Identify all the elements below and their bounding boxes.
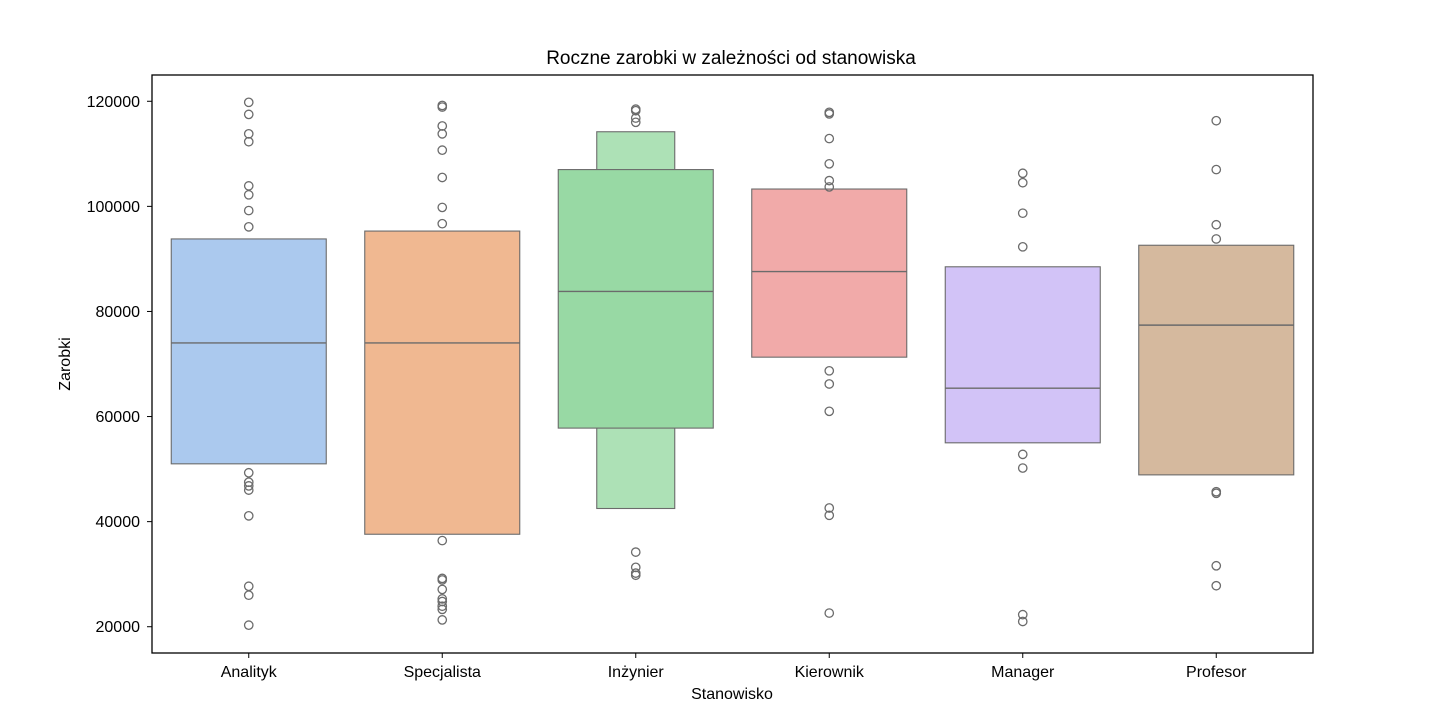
x-tick-label: Profesor (1186, 664, 1247, 681)
outlier-point (243, 189, 254, 200)
outlier-point (1211, 219, 1222, 230)
x-tick-label: Manager (991, 664, 1055, 681)
outlier-point (437, 102, 448, 112)
outlier-point (1017, 177, 1028, 188)
outlier-point (1017, 609, 1028, 620)
outlier-point (824, 182, 835, 192)
outlier-point (1211, 115, 1222, 126)
outlier-point (1211, 234, 1222, 244)
box-level-1 (170, 238, 327, 465)
y-tick-label: 20000 (96, 619, 141, 636)
x-tick-label: Kierownik (795, 664, 865, 681)
outlier-point (1211, 560, 1222, 571)
y-axis-label: Zarobki (57, 337, 74, 390)
outlier-point (1017, 449, 1028, 460)
outlier-point (243, 205, 254, 216)
outlier-point (1211, 164, 1222, 175)
series-kierownik (751, 107, 908, 618)
outlier-point (243, 481, 254, 491)
x-axis-label: Stanowisko (691, 686, 773, 703)
outlier-point (824, 608, 835, 618)
outlier-point (437, 575, 448, 585)
outlier-point (437, 172, 448, 183)
x-tick-label: Analityk (221, 664, 278, 681)
outlier-point (824, 379, 835, 389)
plot-frame (151, 74, 1314, 654)
y-tick-label: 80000 (96, 304, 141, 321)
outlier-point (437, 584, 448, 595)
outlier-point (243, 620, 254, 631)
series-manager (944, 168, 1101, 627)
outlier-point (824, 503, 835, 513)
outlier-point (630, 117, 641, 128)
y-tick-label: 100000 (87, 199, 140, 216)
outlier-point (630, 113, 641, 123)
box-level-1 (1138, 244, 1295, 476)
outlier-point (437, 218, 448, 229)
outlier-point (437, 604, 448, 615)
outlier-point (243, 485, 254, 495)
outlier-point (824, 406, 835, 417)
series-profesor (1138, 115, 1295, 591)
outlier-point (437, 594, 448, 604)
x-tick-label: Inżynier (608, 664, 665, 681)
outlier-point (1211, 488, 1222, 499)
box-level-1 (557, 169, 714, 429)
box-level-1 (751, 188, 908, 358)
box-level-1 (944, 266, 1101, 444)
series-specjalista (364, 100, 521, 625)
outlier-point (437, 145, 448, 155)
outlier-point (1211, 580, 1222, 591)
outlier-point (824, 365, 835, 376)
outlier-point (437, 535, 448, 546)
outlier-point (1017, 168, 1028, 179)
outlier-point (437, 601, 448, 612)
outlier-point (243, 97, 254, 108)
y-tick-label: 60000 (96, 409, 141, 426)
outlier-point (630, 570, 641, 581)
outlier-point (437, 129, 448, 139)
outlier-point (1017, 463, 1028, 473)
outlier-point (243, 590, 254, 601)
outlier-point (437, 202, 448, 213)
outlier-point (630, 547, 641, 557)
box-level-1 (364, 230, 521, 535)
series-inżynier (557, 104, 714, 581)
outlier-point (243, 136, 254, 147)
plot-area (170, 97, 1295, 631)
outlier-point (824, 109, 835, 119)
outlier-point (824, 158, 835, 169)
y-tick-label: 120000 (87, 94, 140, 111)
chart-title: Roczne zarobki w zależności od stanowisk… (546, 48, 916, 69)
outlier-point (243, 109, 254, 120)
outlier-point (243, 222, 254, 232)
outlier-point (824, 510, 835, 521)
outlier-point (630, 105, 641, 116)
outlier-point (824, 175, 835, 186)
outlier-point (1017, 241, 1028, 252)
outlier-point (1017, 208, 1028, 219)
y-tick-label: 40000 (96, 514, 141, 531)
outlier-point (824, 133, 835, 144)
outlier-point (243, 511, 254, 521)
outlier-point (243, 467, 254, 478)
outlier-point (1017, 616, 1028, 627)
outlier-point (437, 615, 448, 625)
series-analityk (170, 97, 327, 631)
x-tick-label: Specjalista (404, 664, 481, 681)
